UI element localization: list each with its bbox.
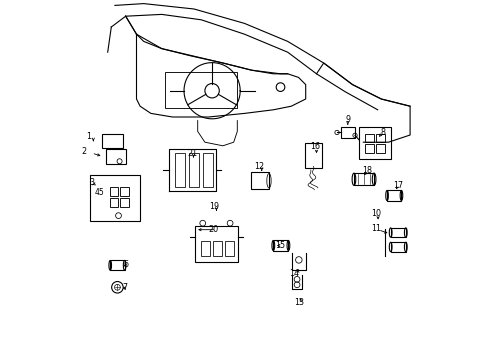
Bar xyxy=(358,127,390,159)
Bar xyxy=(110,261,124,270)
Text: 18: 18 xyxy=(362,166,372,175)
Bar xyxy=(273,240,288,251)
Bar xyxy=(375,134,384,142)
Text: 45: 45 xyxy=(94,188,104,197)
Text: 9: 9 xyxy=(345,115,350,125)
Text: 2: 2 xyxy=(81,148,86,157)
Bar xyxy=(175,153,185,187)
Text: 8: 8 xyxy=(380,128,385,137)
Text: 21: 21 xyxy=(187,149,197,158)
Bar xyxy=(365,144,373,153)
Text: 16: 16 xyxy=(310,143,320,152)
Text: 20: 20 xyxy=(208,225,218,234)
Text: 12: 12 xyxy=(254,162,264,171)
Bar xyxy=(89,175,140,221)
Text: 3: 3 xyxy=(89,179,94,188)
Text: 10: 10 xyxy=(370,209,380,217)
Text: 13: 13 xyxy=(294,298,304,307)
Text: 15: 15 xyxy=(275,241,285,250)
Bar xyxy=(224,241,234,256)
Text: 1: 1 xyxy=(86,132,91,141)
Bar xyxy=(120,187,128,196)
Bar xyxy=(120,198,128,207)
Text: 11: 11 xyxy=(370,225,380,234)
Bar xyxy=(203,153,212,187)
Text: 19: 19 xyxy=(208,202,219,211)
Bar xyxy=(365,134,373,142)
Text: 6: 6 xyxy=(123,260,128,269)
Bar xyxy=(212,241,222,256)
Bar xyxy=(189,153,199,187)
Bar xyxy=(109,187,118,196)
Bar xyxy=(390,242,405,252)
Bar xyxy=(353,173,373,185)
Bar xyxy=(375,144,384,153)
Bar xyxy=(194,226,238,262)
Text: 14: 14 xyxy=(288,269,299,278)
Text: 17: 17 xyxy=(393,181,403,189)
Bar xyxy=(305,143,322,168)
Bar xyxy=(250,172,268,189)
Bar xyxy=(109,198,118,207)
Bar xyxy=(106,149,125,164)
Bar xyxy=(390,228,405,237)
Text: 7: 7 xyxy=(122,284,127,292)
Bar xyxy=(165,72,237,108)
Bar xyxy=(340,127,354,138)
Bar xyxy=(102,134,123,148)
Bar xyxy=(386,190,401,201)
Bar xyxy=(200,241,209,256)
